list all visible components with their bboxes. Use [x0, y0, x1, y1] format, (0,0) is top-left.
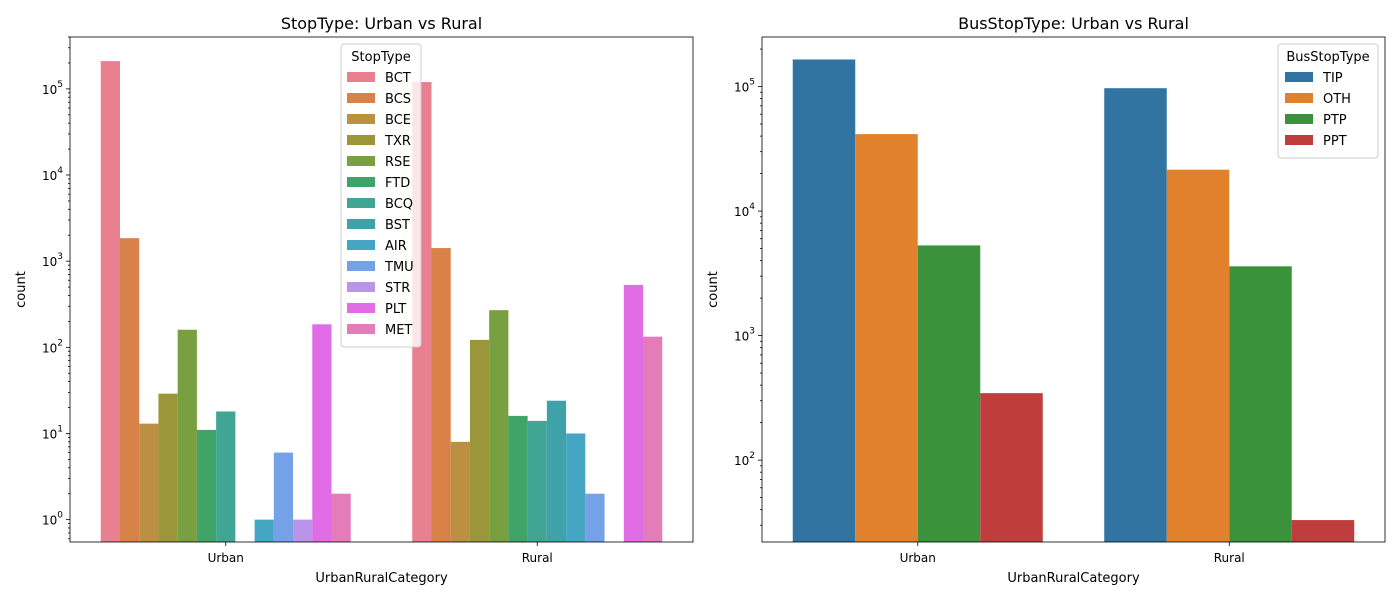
legend-swatch-met — [347, 324, 375, 334]
bar-bcq-urban — [216, 411, 236, 542]
legend-label-bst: BST — [385, 218, 410, 233]
y-tick-label: 103 — [734, 327, 755, 344]
plot-frame — [69, 36, 694, 543]
legend-swatch-str — [347, 282, 375, 292]
bar-air-urban — [254, 519, 274, 542]
bar-met-rural — [643, 336, 663, 542]
legend-label-tip: TIP — [1322, 71, 1343, 86]
bar-tip-rural — [1104, 88, 1167, 542]
bar-plt-rural — [623, 284, 644, 542]
y-axis-label: count — [14, 271, 29, 308]
legend-label-str: STR — [385, 281, 410, 296]
bar-rse-urban — [177, 329, 197, 542]
chart-panel-2: 102 103 104 105 Urban Rural BusStopType: Urban… — [706, 14, 1386, 586]
bar-tmu-rural — [585, 493, 605, 542]
legend-label-met: MET — [385, 323, 412, 338]
legend-swatch-bcs — [347, 93, 375, 103]
bar-air-rural — [566, 433, 586, 542]
legend-swatch-bst — [347, 219, 375, 229]
y-tick-label: 104 — [734, 202, 755, 219]
y-tick-label: 104 — [42, 166, 63, 183]
legend-swatch-bce — [347, 114, 375, 124]
bar-tmu-urban — [273, 452, 294, 542]
legend-frame — [340, 43, 422, 348]
bar-str-urban — [293, 519, 313, 542]
legend-swatch-plt — [347, 303, 375, 313]
bar-bce-rural — [450, 441, 470, 542]
bar-oth-rural — [1166, 169, 1230, 542]
bar-met-urban — [331, 493, 351, 542]
bar-bcs-rural — [431, 248, 451, 543]
legend-label-ptp: PTP — [1323, 113, 1347, 128]
bar-ftd-rural — [508, 415, 528, 542]
x-tick-label: Rural — [522, 551, 553, 565]
legend-label-bcs: BCS — [385, 92, 411, 107]
legend-label-tmu: TMU — [384, 260, 414, 275]
legend-label-oth: OTH — [1323, 92, 1351, 107]
legend-label-ppt: PPT — [1323, 134, 1347, 149]
y-tick-label: 105 — [42, 80, 63, 97]
legend-label-bce: BCE — [385, 113, 411, 128]
legend-label-ftd: FTD — [385, 176, 410, 191]
legend: BusStopType TIP OTH PTP PPT — [1277, 43, 1379, 159]
bar-bcq-rural — [527, 420, 547, 542]
bar-oth-urban — [855, 134, 918, 543]
bar-ftd-urban — [196, 429, 217, 542]
bar-plt-urban — [312, 324, 332, 542]
y-tick-label: 105 — [734, 78, 755, 95]
bar-tip-urban — [792, 59, 856, 542]
legend: StopType BCT BCS BCE TXR RSE FTD BCQ BST AIR TMU ST… — [340, 43, 422, 348]
x-axis-label: UrbanRuralCategory — [315, 571, 448, 586]
bar-bst-rural — [546, 400, 567, 542]
legend-swatch-tmu — [347, 261, 375, 271]
y-tick-label: 101 — [42, 424, 63, 441]
legend-label-txr: TXR — [384, 134, 411, 149]
bar-txr-rural — [469, 339, 490, 542]
y-tick-label: 102 — [734, 451, 755, 468]
bar-ptp-urban — [917, 245, 981, 542]
legend-label-plt: PLT — [385, 302, 406, 317]
x-tick-label: Urban — [208, 551, 244, 565]
legend-label-bct: BCT — [385, 71, 411, 86]
chart-panel-1: 100 101 102 103 104 105 Urban Rural StopType: Ur… — [14, 14, 694, 586]
legend-title: BusStopType — [1286, 50, 1369, 65]
plot-frame — [761, 36, 1386, 543]
legend-title: StopType — [351, 50, 410, 65]
legend-swatch-txr — [347, 135, 375, 145]
legend-swatch-ftd — [347, 177, 375, 187]
legend-swatch-ptp — [1285, 114, 1313, 124]
x-tick-label: Rural — [1214, 551, 1245, 565]
bar-ppt-rural — [1291, 520, 1355, 542]
legend-swatch-air — [347, 240, 375, 250]
bar-txr-urban — [158, 393, 178, 542]
x-tick-label: Urban — [900, 551, 936, 565]
legend-swatch-rse — [347, 156, 375, 166]
bar-rse-rural — [489, 310, 509, 542]
legend-swatch-bct — [347, 72, 375, 82]
y-axis-label: count — [706, 271, 721, 308]
bar-bct-urban — [100, 61, 120, 543]
legend-label-rse: RSE — [385, 155, 411, 170]
y-tick-label: 100 — [42, 511, 63, 528]
y-tick-label: 102 — [42, 338, 63, 355]
legend-swatch-bcq — [347, 198, 375, 208]
legend-swatch-tip — [1285, 72, 1313, 82]
y-tick-label: 103 — [42, 252, 63, 269]
legend-label-air: AIR — [385, 239, 407, 254]
chart-title: BusStopType: Urban vs Rural — [958, 14, 1189, 33]
bar-bce-urban — [139, 423, 159, 542]
bar-ppt-urban — [980, 393, 1043, 542]
chart-title: StopType: Urban vs Rural — [281, 14, 482, 33]
bar-ptp-rural — [1229, 266, 1292, 542]
bar-bcs-urban — [119, 238, 140, 542]
legend-swatch-oth — [1285, 93, 1313, 103]
legend-swatch-ppt — [1285, 135, 1313, 145]
x-axis-label: UrbanRuralCategory — [1007, 571, 1140, 586]
legend-label-bcq: BCQ — [385, 197, 413, 212]
